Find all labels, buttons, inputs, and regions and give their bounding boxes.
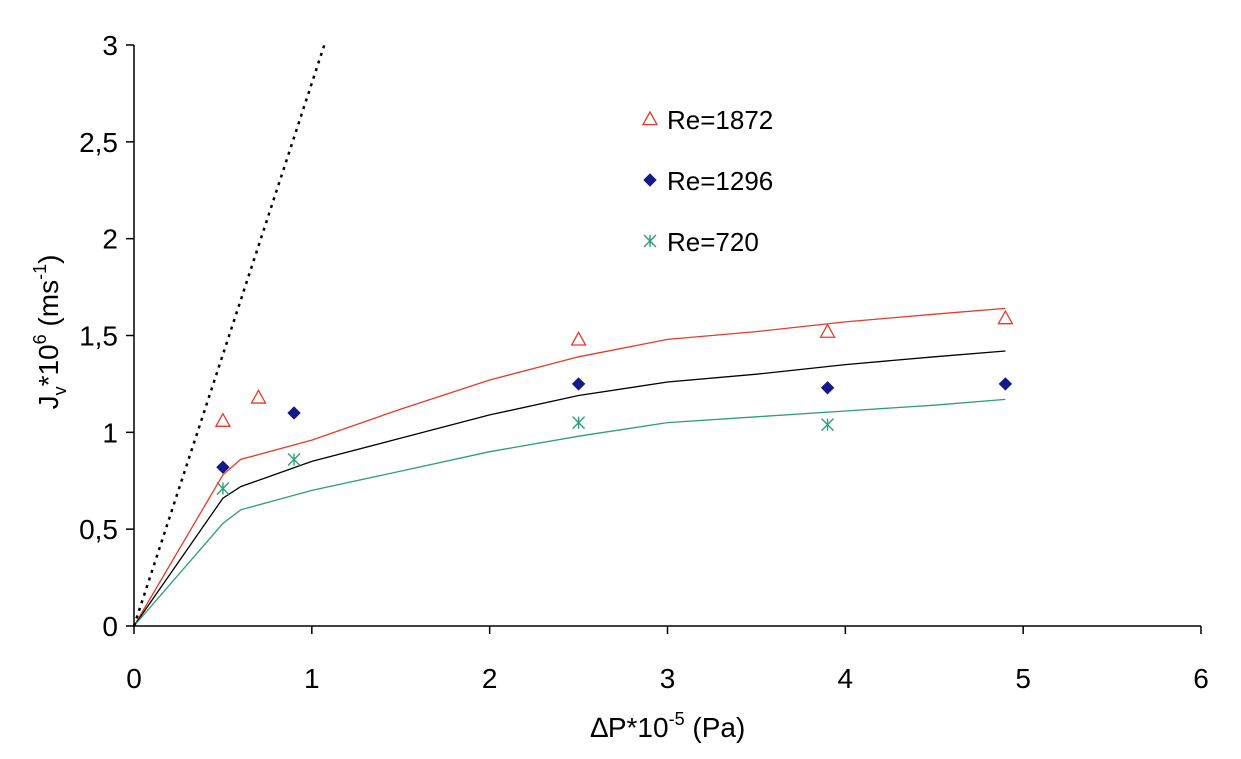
y-tick-label: 2,5 [79,127,118,158]
model-curve-1 [133,350,1006,627]
data-point-Re=1296 [287,406,301,420]
data-point-Re=1296 [571,377,586,391]
axes: 0 1 2 3 4 5 6 0 0,5 1 1,5 2 2,5 3 [79,30,1209,694]
x-tick-label: 2 [482,663,498,694]
data-point-Re=1872 [250,389,267,404]
data-point-Re=720 [572,416,586,430]
x-tick-label: 3 [660,663,676,694]
legend: Re=1872 Re=1296 Re=720 [641,105,773,257]
x-tick-label: 6 [1193,663,1209,694]
y-tick-label: 1,5 [79,321,118,352]
curves [132,44,1006,627]
data-point-Re=1872 [570,331,587,346]
data-point-Re=720 [821,418,835,432]
data-point-Re=720 [287,452,301,466]
data-point-Re=1296 [820,381,835,395]
y-tick-label: 1 [102,417,118,448]
data-point-Re=1296 [998,377,1013,391]
dotted-reference-line [132,44,326,627]
y-axis-title: Jv*106 (ms-1) [30,255,70,410]
legend-label: Re=1296 [667,166,773,196]
markers [214,309,1014,495]
data-point-Re=1872 [214,412,232,427]
model-curve-0 [133,307,1006,627]
y-tick-label: 2 [102,224,118,255]
y-tick-label: 0 [102,611,118,642]
data-point-Re=720 [216,482,230,495]
y-tick-label: 3 [102,30,118,61]
model-curve-2 [133,398,1006,627]
legend-label: Re=1872 [667,105,773,135]
x-tick-label: 4 [838,663,854,694]
x-tick-label: 1 [304,663,320,694]
data-point-Re=1296 [216,460,230,474]
y-tick-label: 0,5 [79,514,118,545]
legend-label: Re=720 [667,227,759,257]
x-tick-label: 5 [1015,663,1031,694]
data-point-Re=1872 [997,309,1014,325]
x-tick-label: 0 [126,663,142,694]
legend-marker [643,234,657,248]
legend-marker [643,173,657,187]
legend-marker [641,110,659,126]
x-axis-title: ∆P*10-5 (Pa) [591,709,746,743]
data-point-Re=1872 [819,323,836,338]
